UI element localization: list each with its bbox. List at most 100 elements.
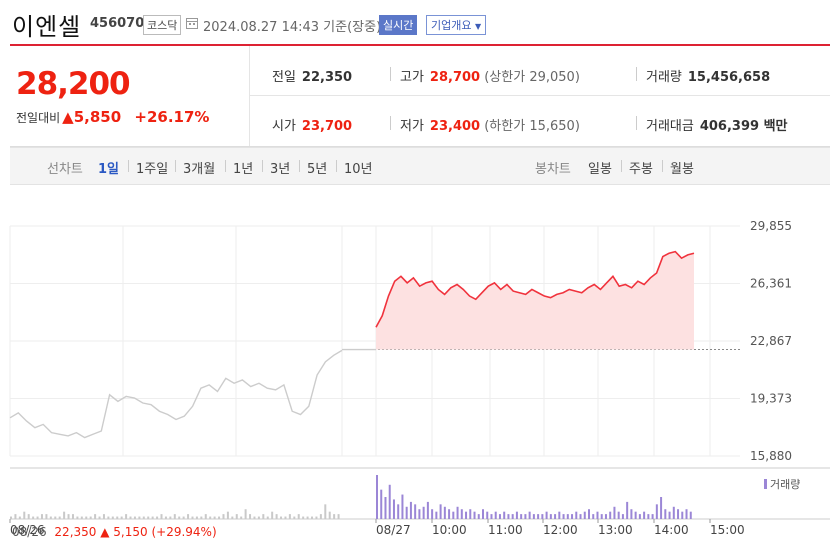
quote-datetime: 2024.08.27 14:43 기준(장중) xyxy=(203,20,382,35)
volume-bar xyxy=(418,509,421,519)
volume-bar xyxy=(448,509,451,519)
volume-bar xyxy=(486,511,489,519)
x-tick-label: 15:00 xyxy=(710,523,745,537)
tab-1d[interactable]: 1일 xyxy=(98,162,120,177)
volume-bar xyxy=(18,516,21,519)
volume-bar xyxy=(14,514,17,519)
today-series-line xyxy=(375,250,695,328)
company-info-dropdown[interactable]: 기업개요 ▼ xyxy=(426,15,487,35)
stock-header: 이엔셀 456070 코스닥 2024.08.27 14:43 기준(장중) 실… xyxy=(0,0,830,44)
volume-bar xyxy=(668,511,671,519)
volume-bar xyxy=(409,501,412,519)
calendar-icon xyxy=(186,18,198,29)
quote-panel: 28,200 전일대비 ▲5,850 +26.17% 전일 22,350 고가 28,… xyxy=(10,46,830,147)
volume-bar xyxy=(85,516,88,519)
x-tick-label: 10:00 xyxy=(432,523,467,537)
volume-bar xyxy=(138,516,141,519)
volume-legend-label: 거래량 xyxy=(770,478,800,491)
volume-bar xyxy=(40,514,43,519)
today-area xyxy=(375,250,695,350)
y-tick-label: 19,373 xyxy=(750,392,792,406)
line-chart-label: 선차트 xyxy=(47,162,83,177)
volume-bar xyxy=(524,514,527,519)
x-tick-label: 08/27 xyxy=(376,523,411,537)
tab-3y[interactable]: 3년 xyxy=(270,162,291,177)
volume-bar xyxy=(249,514,252,519)
volume-bar xyxy=(328,511,331,519)
x-tick-label: 08/26 xyxy=(10,523,45,537)
volume-bar xyxy=(319,514,322,519)
volume-bar xyxy=(151,516,154,519)
today-fill xyxy=(376,251,694,350)
volume-bar xyxy=(431,509,434,519)
realtime-button[interactable]: 실시간 xyxy=(379,15,418,35)
current-price: 28,200 xyxy=(16,66,131,102)
volume-bar xyxy=(129,516,132,519)
volume-bar xyxy=(498,514,501,519)
tab-weekly-candle[interactable]: 주봉 xyxy=(629,162,653,177)
footer-summary: 08/26 22,350 ▲ 5,150 (+29.94%) xyxy=(12,525,217,539)
volume-bar xyxy=(271,511,274,519)
tab-1y[interactable]: 1년 xyxy=(233,162,254,177)
volume-bar xyxy=(604,514,607,519)
volume-bar xyxy=(94,514,97,519)
volume-bar xyxy=(384,497,387,519)
volume-bar xyxy=(482,509,484,519)
volume-bar xyxy=(469,509,472,519)
volume-bar xyxy=(609,511,612,519)
quote-divider xyxy=(249,46,250,146)
tab-divider xyxy=(128,160,129,172)
volume-bars xyxy=(10,475,692,519)
volume-bar xyxy=(562,514,565,519)
volume-bar xyxy=(67,514,70,519)
footer-price: 22,350 xyxy=(54,525,97,539)
volume-bar xyxy=(182,516,185,519)
volume-bar xyxy=(45,514,48,519)
volume-bar xyxy=(634,511,637,519)
volume-bar xyxy=(460,509,463,519)
y-tick-label: 29,855 xyxy=(750,219,792,233)
chart-period-tabs: 선차트 1일 1주일 3개월 1년 3년 5년 10년 봉차트 일봉 주봉 월봉 xyxy=(10,147,830,185)
volume-bar xyxy=(275,514,278,519)
cell-divider xyxy=(390,116,391,130)
tab-divider xyxy=(336,160,337,172)
volume-bar xyxy=(651,514,654,519)
volume-bar xyxy=(477,514,480,519)
volume-bar xyxy=(231,516,234,519)
volume-bar xyxy=(405,506,408,519)
volume-bar xyxy=(209,516,212,519)
volume-bar xyxy=(98,516,101,519)
volume-bar xyxy=(677,509,680,519)
tab-5y[interactable]: 5년 xyxy=(307,162,328,177)
volume-bar xyxy=(473,511,476,519)
tab-divider xyxy=(299,160,300,172)
volume-bar xyxy=(222,514,225,519)
tab-3m[interactable]: 3개월 xyxy=(183,162,216,177)
tab-monthly-candle[interactable]: 월봉 xyxy=(670,162,694,177)
prev-day-line xyxy=(9,348,376,439)
volume-bar xyxy=(240,516,243,519)
volume-bar xyxy=(288,514,291,519)
volume-bar xyxy=(643,511,646,519)
volume-bar xyxy=(142,516,145,519)
tab-divider xyxy=(662,160,663,172)
volume-bar xyxy=(266,516,269,519)
volume-bar xyxy=(253,516,256,519)
volume-bar xyxy=(655,504,658,519)
trade-amount: 거래대금 406,399 백만 xyxy=(646,119,788,134)
tab-daily-candle[interactable]: 일봉 xyxy=(588,162,612,177)
volume-bar xyxy=(23,511,26,519)
volume-bar xyxy=(422,506,425,519)
tab-10y[interactable]: 10년 xyxy=(344,162,373,177)
change-percent: +26.17% xyxy=(134,108,210,126)
volume-bar xyxy=(537,514,540,519)
volume-bar xyxy=(490,514,493,519)
volume-bar xyxy=(443,506,446,519)
volume-bar xyxy=(76,516,79,519)
footer-date: 08/26 xyxy=(12,525,47,539)
tab-1w[interactable]: 1주일 xyxy=(136,162,169,177)
volume-bar xyxy=(226,511,229,519)
volume-bar xyxy=(621,514,624,519)
volume: 거래량 15,456,658 xyxy=(646,70,771,85)
